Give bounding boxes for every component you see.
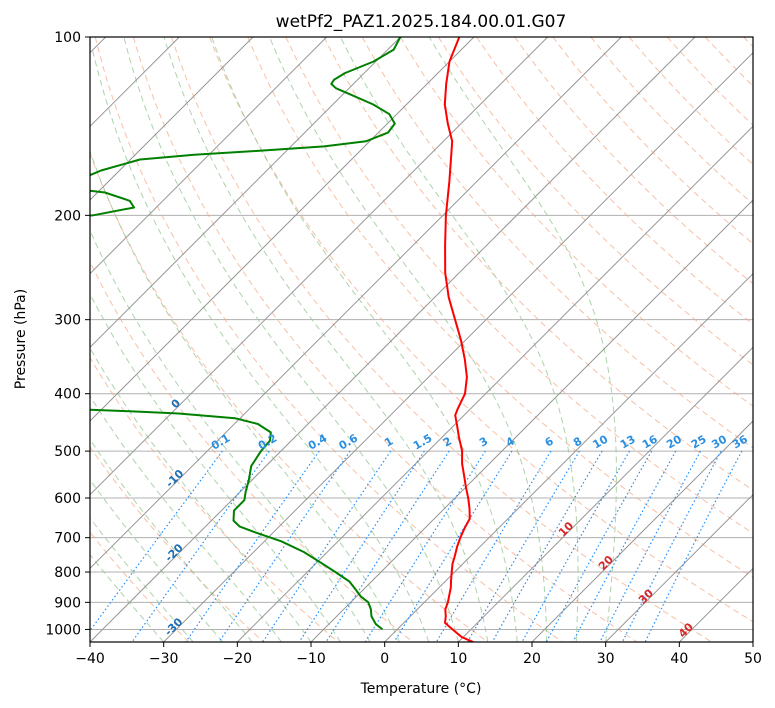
y-tick-label: 600 [54,491,81,507]
dry-adiabat-line [399,37,753,407]
moist-adiabat-line [340,37,579,642]
mixing-ratio-line [599,450,702,642]
moist-adiabats [90,37,617,642]
y-axis-ticks: 100 200 300 400 500 600 700 800 900 1000 [45,30,90,638]
y-tick-label: 400 [54,387,81,403]
dry-adiabat-line [437,37,753,366]
dry-adiabat-line [90,260,414,642]
moist-adiabat-line [90,293,341,642]
mixing-ratio-line [131,450,270,642]
x-tick-label: 0 [380,651,389,667]
isotherm-line [605,493,753,642]
dewpoint-profile [90,37,402,631]
moist-adiabat-line [269,37,548,642]
dry-adiabat-line [94,37,563,642]
mixing-ratio-line [393,450,513,642]
x-tick-label: 20 [523,651,541,667]
dry-adiabat-line [171,37,712,642]
pressure-gridlines [90,37,753,630]
isotherm-line [310,199,753,642]
isotherm-line [90,37,549,496]
mixing-ratio-line [466,450,580,642]
dry-adiabat-line [90,356,339,642]
y-tick-label: 500 [54,444,81,460]
mixing-ratio-line [491,450,603,642]
mixing-ratio-line [435,450,552,642]
temperature-profile [443,37,474,642]
y-tick-label: 100 [54,30,81,46]
mixing-ratio-line [572,450,677,642]
dry-adiabat-line [132,37,638,642]
isotherm-line [163,51,753,642]
x-tick-label: 50 [744,651,762,667]
x-tick-label: 30 [597,651,615,667]
sounding-profiles [90,37,474,642]
x-tick-label: −30 [149,651,179,667]
isotherm-line [90,37,696,642]
x-tick-label: 40 [670,651,688,667]
isotherm-line [236,125,753,642]
x-tick-label: −20 [223,651,253,667]
dry-adiabat-line [247,37,753,578]
moist-adiabat-line [90,229,371,642]
mixing-ratio-line [364,450,486,642]
moist-adiabat-line [90,517,194,642]
moist-adiabat-line [91,49,430,642]
moist-adiabat-line [90,479,223,642]
moist-adiabat-line [163,37,489,642]
y-tick-label: 900 [54,595,81,611]
dry-adiabat-line [209,37,753,623]
chart-title: wetPf2_PAZ1.2025.184.00.01.G07 [276,12,567,32]
isotherm-line [90,37,254,201]
y-tick-label: 200 [54,208,81,224]
isotherm-line [90,37,328,275]
x-tick-label: 10 [449,651,467,667]
moist-adiabat-line [90,149,400,642]
moist-adiabat-line [211,37,518,642]
isotherm-line [90,37,622,570]
x-axis-label: Temperature (°C) [360,681,482,697]
mixing-ratio-line [545,450,653,642]
isotherm-line [384,272,753,642]
isotherm-line [457,346,753,642]
mixing-ratio-lines [90,450,743,642]
dry-adiabat-line [552,37,753,245]
isotherm-line [90,37,401,349]
x-tick-label: −40 [75,651,105,667]
y-tick-label: 300 [54,313,81,329]
y-tick-label: 700 [54,531,81,547]
x-tick-label: −10 [296,651,326,667]
isotherm-line [531,420,753,642]
moist-adiabat-line [123,37,459,642]
mixing-ratio-line [218,450,351,642]
plot-frame [89,36,754,643]
mixing-ratio-line [521,450,631,642]
dry-adiabat-line [90,446,264,642]
mixing-ratio-line [621,450,722,642]
dry-adiabat-line [590,37,753,205]
moist-adiabat-line [90,394,282,642]
moist-adiabat-line [90,438,253,642]
moist-adiabat-line [428,37,617,642]
y-axis-label: Pressure (hPa) [13,289,29,389]
plot-area: 0.1 0.2 0.4 0.6 1 1.5 2 3 4 6 8 10 13 16 20 25 30 36-30-2… [90,37,753,642]
y-tick-label: 1000 [45,622,81,638]
x-axis-ticks: −40 −30 −20 −10 0 10 20 30 40 50 [75,642,762,667]
dry-adiabat-line [323,37,753,491]
y-tick-label: 800 [54,565,81,581]
mixing-ratio-line [185,450,320,642]
dry-adiabat-line [285,37,753,534]
skewed-isotherms [90,37,753,642]
